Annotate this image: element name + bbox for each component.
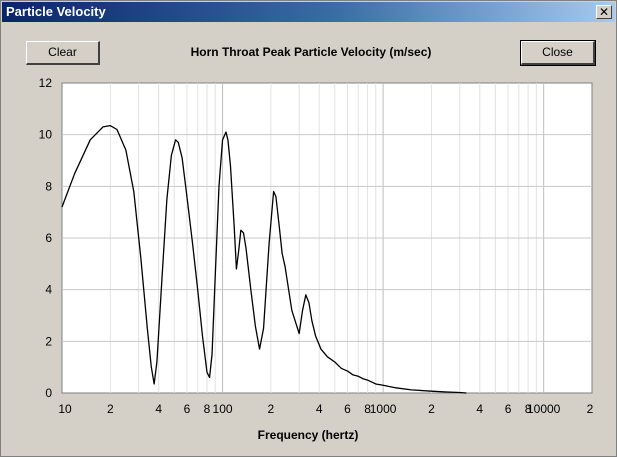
clear-button[interactable]: Clear <box>26 41 100 65</box>
x-tick-label: 1000 <box>370 402 397 416</box>
window-title: Particle Velocity <box>6 4 106 19</box>
x-tick-label: 6 <box>505 402 512 416</box>
y-tick-label: 10 <box>39 128 53 142</box>
x-tick-label: 8 <box>525 402 532 416</box>
y-tick-label: 12 <box>39 76 53 90</box>
x-tick-label: 10 <box>58 402 72 416</box>
x-tick-label: 6 <box>344 402 351 416</box>
x-tick-label: 4 <box>155 402 162 416</box>
x-tick-label: 2 <box>587 402 594 416</box>
close-icon[interactable]: ✕ <box>596 5 612 19</box>
x-tick-label: 2 <box>268 402 275 416</box>
y-tick-label: 2 <box>45 334 52 348</box>
x-tick-label: 100 <box>213 402 233 416</box>
y-tick-label: 8 <box>45 179 52 193</box>
x-tick-label: 6 <box>184 402 191 416</box>
y-tick-labels: 0 2 4 6 8 10 12 <box>39 76 53 400</box>
series-group <box>61 124 467 394</box>
x-tick-label: 4 <box>476 402 483 416</box>
x-tick-label: 10000 <box>527 402 561 416</box>
close-button[interactable]: Close <box>520 40 596 66</box>
chart-title: Horn Throat Peak Particle Velocity (m/se… <box>190 45 432 59</box>
x-tick-label: 2 <box>428 402 435 416</box>
x-tick-label: 2 <box>107 402 114 416</box>
x-tick-label: 8 <box>204 402 211 416</box>
y-tick-label: 4 <box>45 283 52 297</box>
x-axis-label: Frequency (hertz) <box>258 428 359 442</box>
x-tick-label: 8 <box>364 402 371 416</box>
y-tick-label: 6 <box>45 231 52 245</box>
y-tick-label: 0 <box>45 386 52 400</box>
title-bar[interactable]: Particle Velocity ✕ <box>2 2 615 22</box>
x-tick-label: 4 <box>316 402 323 416</box>
velocity-series-line <box>61 124 467 394</box>
